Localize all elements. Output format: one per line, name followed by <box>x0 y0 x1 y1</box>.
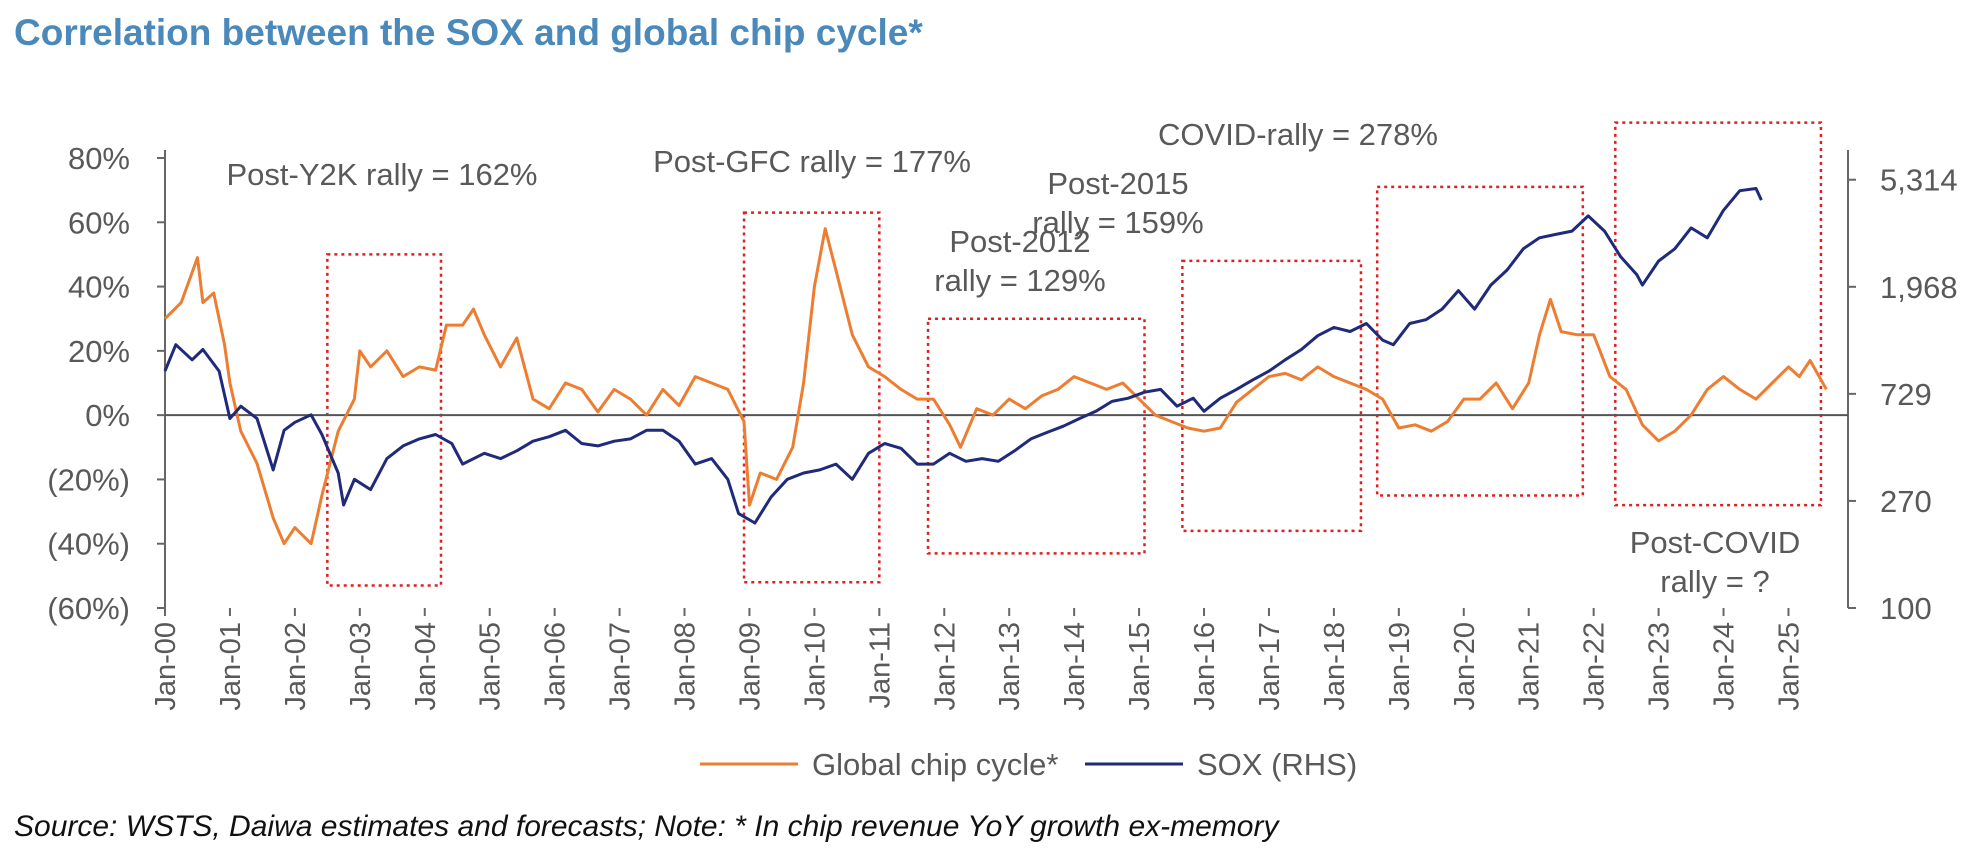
x-tick-label: Jan-11 <box>864 622 896 709</box>
annotation-label: Post-2012 <box>949 224 1090 259</box>
right-tick-label: 5,314 <box>1880 163 1958 198</box>
series-lines <box>163 187 1828 546</box>
x-tick-label: Jan-21 <box>1514 622 1546 711</box>
right-tick-label: 270 <box>1880 484 1932 519</box>
x-tick-label: Jan-15 <box>1124 622 1156 711</box>
x-tick-label: Jan-06 <box>540 622 572 711</box>
annotation-label: rally = 159% <box>1032 205 1203 240</box>
series-line-sox <box>163 187 1763 525</box>
chart: 80% 60% 40% 20% 0% (20%) (40%) (60%) 5,314 1,968 7… <box>47 117 1957 782</box>
legend: Global chip cycle* SOX (RHS) <box>700 747 1357 782</box>
x-tick-label: Jan-08 <box>670 622 702 711</box>
x-tick-label: Jan-10 <box>799 622 831 711</box>
annotation-label: Post-Y2K rally = 162% <box>226 157 537 192</box>
annotation-box <box>1181 259 1363 533</box>
annotation-labels: Post-Y2K rally = 162% Post-GFC rally = 17… <box>226 117 1800 599</box>
right-tick-label: 1,968 <box>1880 270 1958 305</box>
x-tick-label: Jan-04 <box>410 622 442 711</box>
x-tick-label: Jan-00 <box>150 622 182 711</box>
annotation-label: COVID-rally = 278% <box>1158 117 1438 152</box>
annotation-label: Post-GFC rally = 177% <box>653 144 971 179</box>
right-tick-label: 729 <box>1880 377 1932 412</box>
annotation-label: Post-2015 <box>1047 166 1188 201</box>
x-tick-label: Jan-01 <box>215 622 247 711</box>
left-tick-label: 20% <box>68 334 130 369</box>
left-tick-label: (40%) <box>47 527 130 562</box>
left-tick-label: 80% <box>68 141 130 176</box>
annotation-box <box>326 253 443 587</box>
left-tick-label: (60%) <box>47 591 130 626</box>
x-tick-label: Jan-20 <box>1449 622 1481 711</box>
x-tick-label: Jan-02 <box>280 622 312 711</box>
annotation-label: rally = ? <box>1660 564 1769 599</box>
left-tick-label: 0% <box>85 398 130 433</box>
left-tick-label: (20%) <box>47 462 130 497</box>
x-tick-label: Jan-09 <box>734 622 766 711</box>
annotation-box <box>926 317 1146 555</box>
source-note: Source: WSTS, Daiwa estimates and foreca… <box>14 810 1279 843</box>
x-tick-label: Jan-14 <box>1059 622 1091 711</box>
x-tick-label: Jan-03 <box>345 622 377 711</box>
annotation-box <box>742 211 881 584</box>
annotation-box <box>1375 185 1585 497</box>
x-tick-label: Jan-12 <box>929 622 961 711</box>
legend-label: SOX (RHS) <box>1197 747 1357 782</box>
x-tick-label: Jan-19 <box>1384 622 1416 711</box>
annotation-label: Post-COVID <box>1630 525 1801 560</box>
x-tick-label: Jan-25 <box>1773 622 1805 711</box>
left-tick-label: 60% <box>68 205 130 240</box>
x-tick-label: Jan-07 <box>605 622 637 711</box>
left-tick-label: 40% <box>68 270 130 305</box>
annotation-box <box>1614 121 1823 507</box>
series-line-chip-cycle <box>163 227 1828 546</box>
x-tick-label: Jan-23 <box>1644 622 1676 711</box>
legend-label: Global chip cycle* <box>812 747 1058 782</box>
x-tick-label: Jan-22 <box>1579 622 1611 711</box>
x-tick-label: Jan-05 <box>475 622 507 711</box>
x-tick-label: Jan-18 <box>1319 622 1351 711</box>
x-tick-label: Jan-17 <box>1254 622 1286 711</box>
axes: 80% 60% 40% 20% 0% (20%) (40%) (60%) 5,314 1,968 7… <box>47 141 1957 711</box>
x-tick-label: Jan-13 <box>994 622 1026 711</box>
x-tick-label: Jan-24 <box>1709 622 1741 711</box>
annotation-boxes <box>326 121 1823 587</box>
chart-title: Correlation between the SOX and global c… <box>14 12 923 53</box>
annotation-label: rally = 129% <box>934 263 1105 298</box>
right-tick-label: 100 <box>1880 591 1932 626</box>
x-tick-label: Jan-16 <box>1189 622 1221 711</box>
